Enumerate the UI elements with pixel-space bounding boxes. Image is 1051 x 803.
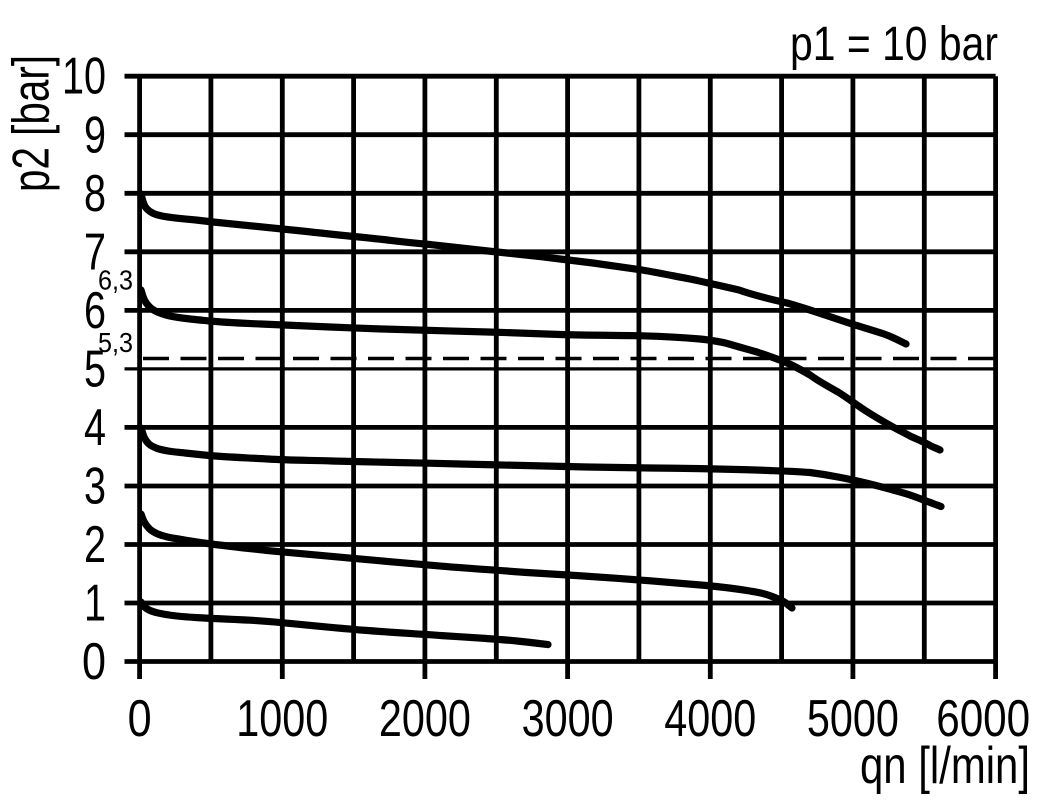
svg-text:8: 8 xyxy=(84,165,106,223)
svg-text:1: 1 xyxy=(84,575,106,633)
svg-text:4000: 4000 xyxy=(664,690,756,748)
svg-text:9: 9 xyxy=(84,107,106,165)
svg-text:2000: 2000 xyxy=(379,690,471,748)
svg-text:5000: 5000 xyxy=(807,690,899,748)
svg-text:6: 6 xyxy=(84,282,106,340)
svg-text:3: 3 xyxy=(84,458,106,516)
svg-text:2: 2 xyxy=(84,516,106,574)
svg-text:10: 10 xyxy=(62,48,106,106)
svg-text:1000: 1000 xyxy=(236,690,328,748)
svg-text:0: 0 xyxy=(82,633,106,691)
svg-text:6000: 6000 xyxy=(936,690,1030,748)
svg-text:p2 [bar]: p2 [bar] xyxy=(3,55,61,192)
svg-text:0: 0 xyxy=(128,690,152,748)
svg-text:4: 4 xyxy=(84,399,106,457)
svg-text:3000: 3000 xyxy=(522,690,614,748)
svg-text:5,3: 5,3 xyxy=(98,327,133,358)
svg-text:p1 = 10 bar: p1 = 10 bar xyxy=(790,18,998,71)
svg-text:5: 5 xyxy=(84,341,106,399)
svg-text:7: 7 xyxy=(84,224,106,282)
svg-text:qn [l/min]: qn [l/min] xyxy=(860,737,1030,795)
svg-text:6,3: 6,3 xyxy=(98,265,133,296)
